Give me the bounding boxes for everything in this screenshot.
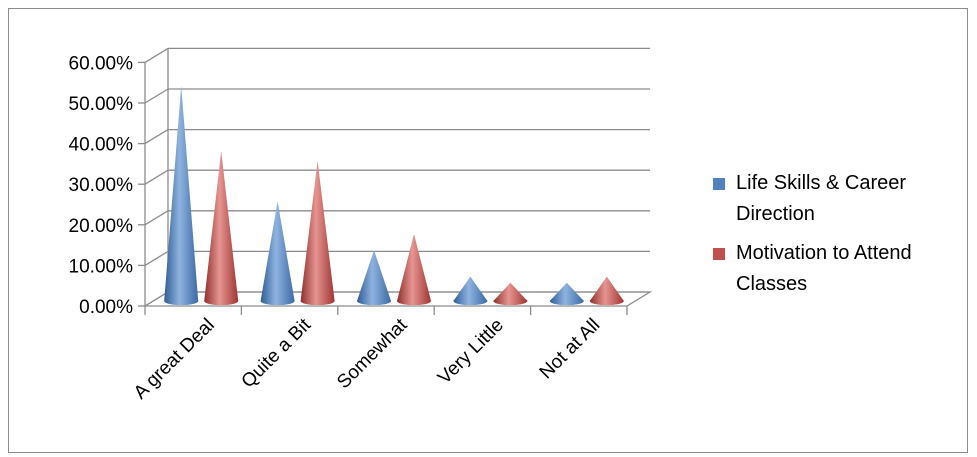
cone-0-0	[164, 86, 198, 305]
legend-label-life-skills: Life Skills & Career Direction	[736, 172, 906, 225]
side-wall-gridline	[145, 89, 168, 103]
cone-1-0	[261, 202, 295, 305]
cone-body	[204, 151, 238, 305]
cone-0-1	[204, 151, 238, 305]
cone-body	[397, 234, 431, 305]
y-tick-label: 30.00%	[69, 175, 134, 196]
y-axis-tick-labels: 0.00% 10.00% 20.00% 30.00% 40.00% 50.00% 60.00…	[69, 53, 134, 318]
side-wall-gridline	[145, 251, 168, 265]
x-category-label: Not at All	[536, 315, 605, 384]
legend-item-motivation: Motivation to Attend Classes	[710, 238, 960, 300]
cone-body	[357, 250, 391, 305]
y-tick-label: 0.00%	[79, 297, 133, 318]
cone-body	[453, 277, 487, 305]
cone-3-0	[453, 277, 487, 305]
x-axis-tick-labels: A great Deal Quite a Bit Somewhat Very Litt…	[130, 314, 604, 403]
cone-body	[301, 161, 335, 305]
side-wall-gridline	[145, 48, 168, 62]
y-tick-label: 50.00%	[69, 94, 134, 115]
y-tick-label: 60.00%	[69, 53, 134, 74]
cones	[164, 86, 624, 305]
y-tick-label: 20.00%	[69, 216, 134, 237]
legend-item-life-skills: Life Skills & Career Direction	[710, 168, 960, 230]
cone-body	[164, 86, 198, 305]
side-wall-gridline	[145, 130, 168, 144]
cone-2-1	[397, 234, 431, 305]
y-tick-label: 40.00%	[69, 135, 134, 156]
legend-swatch-red	[713, 248, 725, 260]
side-wall-gridline	[145, 211, 168, 225]
x-category-label: A great Deal	[130, 315, 219, 404]
legend-label-motivation: Motivation to Attend Classes	[736, 242, 912, 295]
x-category-label: Very Little	[434, 315, 508, 389]
legend-swatch-blue	[713, 178, 725, 190]
side-wall-gridline	[145, 170, 168, 184]
legend: Life Skills & Career Direction Motivatio…	[710, 168, 960, 308]
x-category-label: Quite a Bit	[238, 314, 316, 392]
cone-body	[261, 202, 295, 305]
x-category-label: Somewhat	[333, 314, 412, 393]
cone-body	[590, 277, 624, 305]
cone-4-1	[590, 277, 624, 305]
cone-2-0	[357, 250, 391, 305]
cone-1-1	[301, 161, 335, 305]
y-tick-label: 10.00%	[69, 256, 134, 277]
